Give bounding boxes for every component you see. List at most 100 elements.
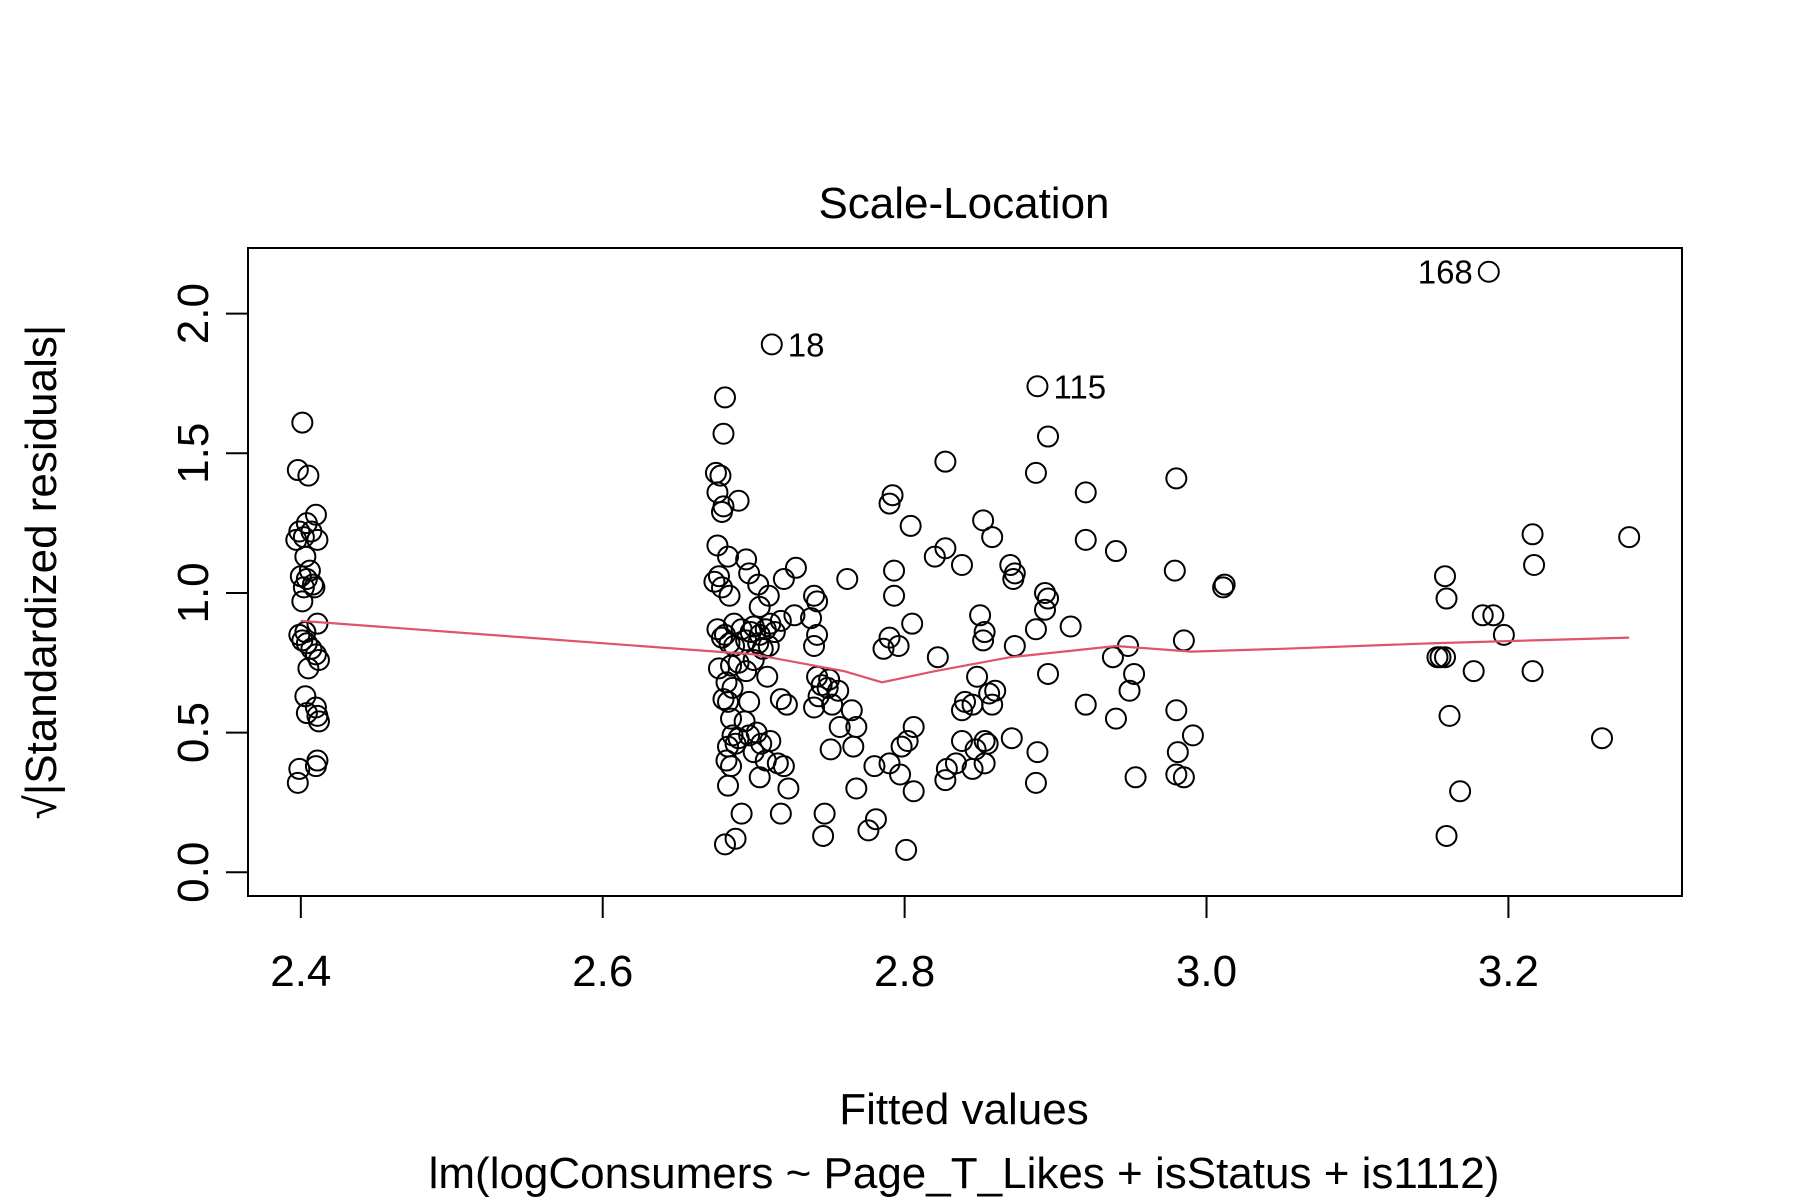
data-point [307, 710, 330, 733]
data-point [286, 459, 309, 482]
data-point [842, 735, 865, 758]
data-point [864, 808, 887, 831]
data-point [306, 528, 329, 551]
data-point [747, 632, 770, 655]
data-point [286, 771, 309, 794]
y-tick-label: 1.0 [169, 562, 218, 623]
data-point [727, 489, 750, 512]
point-label: 18 [788, 326, 825, 363]
data-point [1074, 481, 1097, 504]
data-point [707, 657, 730, 680]
data-point [709, 464, 732, 487]
data-point [1163, 559, 1186, 582]
data-point [750, 732, 773, 755]
data-point [707, 565, 730, 588]
data-point [1059, 615, 1082, 638]
data-point [926, 646, 949, 669]
x-axis-label: Fitted values [839, 1085, 1088, 1134]
data-point [899, 514, 922, 537]
data-point [720, 707, 743, 730]
point-label: 115 [1053, 368, 1106, 405]
data-point [1104, 707, 1127, 730]
data-point [896, 729, 919, 752]
data-point [1477, 260, 1500, 283]
data-point [783, 604, 806, 627]
y-tick-label: 0.0 [169, 842, 218, 903]
data-point [1521, 660, 1544, 683]
data-point [978, 682, 1001, 705]
data-point [1037, 587, 1060, 610]
data-point [1492, 623, 1515, 646]
data-point [1024, 461, 1047, 484]
data-point [291, 590, 314, 613]
x-tick-label: 3.2 [1478, 947, 1539, 996]
data-point [973, 752, 996, 775]
chart-title: Scale-Location [818, 179, 1109, 228]
data-point [1037, 662, 1060, 685]
data-point [748, 595, 771, 618]
data-point [1449, 780, 1472, 803]
data-point [950, 554, 973, 577]
data-point [845, 777, 868, 800]
data-point [803, 584, 826, 607]
data-point [713, 386, 736, 409]
point-labels: 18 115 168 [788, 254, 1473, 406]
data-point [1213, 573, 1236, 596]
data-point [1024, 618, 1047, 641]
data-point [1002, 567, 1025, 590]
data-point [902, 716, 925, 739]
data-point [748, 766, 771, 789]
data-point [1482, 604, 1505, 627]
data-point [710, 576, 733, 599]
y-axis: 0.0 0.5 1.0 1.5 2.0 [169, 283, 249, 903]
data-point [887, 635, 910, 658]
data-point [763, 621, 786, 644]
data-point [902, 780, 925, 803]
data-point [883, 559, 906, 582]
data-point [890, 735, 913, 758]
data-point [304, 696, 327, 719]
data-point [1024, 771, 1047, 794]
data-point [969, 604, 992, 627]
data-point [961, 757, 984, 780]
data-point [721, 676, 744, 699]
data-point [1026, 741, 1049, 764]
data-point [889, 763, 912, 786]
data-point [1104, 540, 1127, 563]
x-axis: 2.4 2.6 2.8 3.0 3.2 [270, 895, 1539, 996]
data-point [1462, 660, 1485, 683]
data-point [883, 584, 906, 607]
data-point [306, 749, 329, 772]
data-point [827, 679, 850, 702]
data-point [304, 503, 327, 526]
data-point [923, 545, 946, 568]
data-point [742, 648, 765, 671]
data-point [291, 411, 314, 434]
data-point [1435, 587, 1458, 610]
data-point [703, 570, 726, 593]
data-point [934, 450, 957, 473]
data-point [710, 626, 733, 649]
data-point [775, 693, 798, 716]
data-point [715, 749, 738, 772]
data-point [1123, 662, 1146, 685]
data-point [1000, 727, 1023, 750]
y-axis-label: √|Standardized residuals| [17, 325, 66, 820]
data-point [966, 665, 989, 688]
data-point [872, 637, 895, 660]
data-point [1618, 526, 1641, 549]
data-point [1074, 528, 1097, 551]
data-point [1590, 727, 1613, 750]
data-point [973, 621, 996, 644]
data-point [1165, 699, 1188, 722]
data-point [1034, 581, 1057, 604]
data-point [857, 819, 880, 842]
data-point [816, 676, 839, 699]
data-point [297, 657, 320, 680]
data-point [769, 802, 792, 825]
data-point [828, 716, 851, 739]
x-tick-label: 3.0 [1176, 947, 1237, 996]
data-point [1034, 598, 1057, 621]
data-point [1523, 554, 1546, 577]
